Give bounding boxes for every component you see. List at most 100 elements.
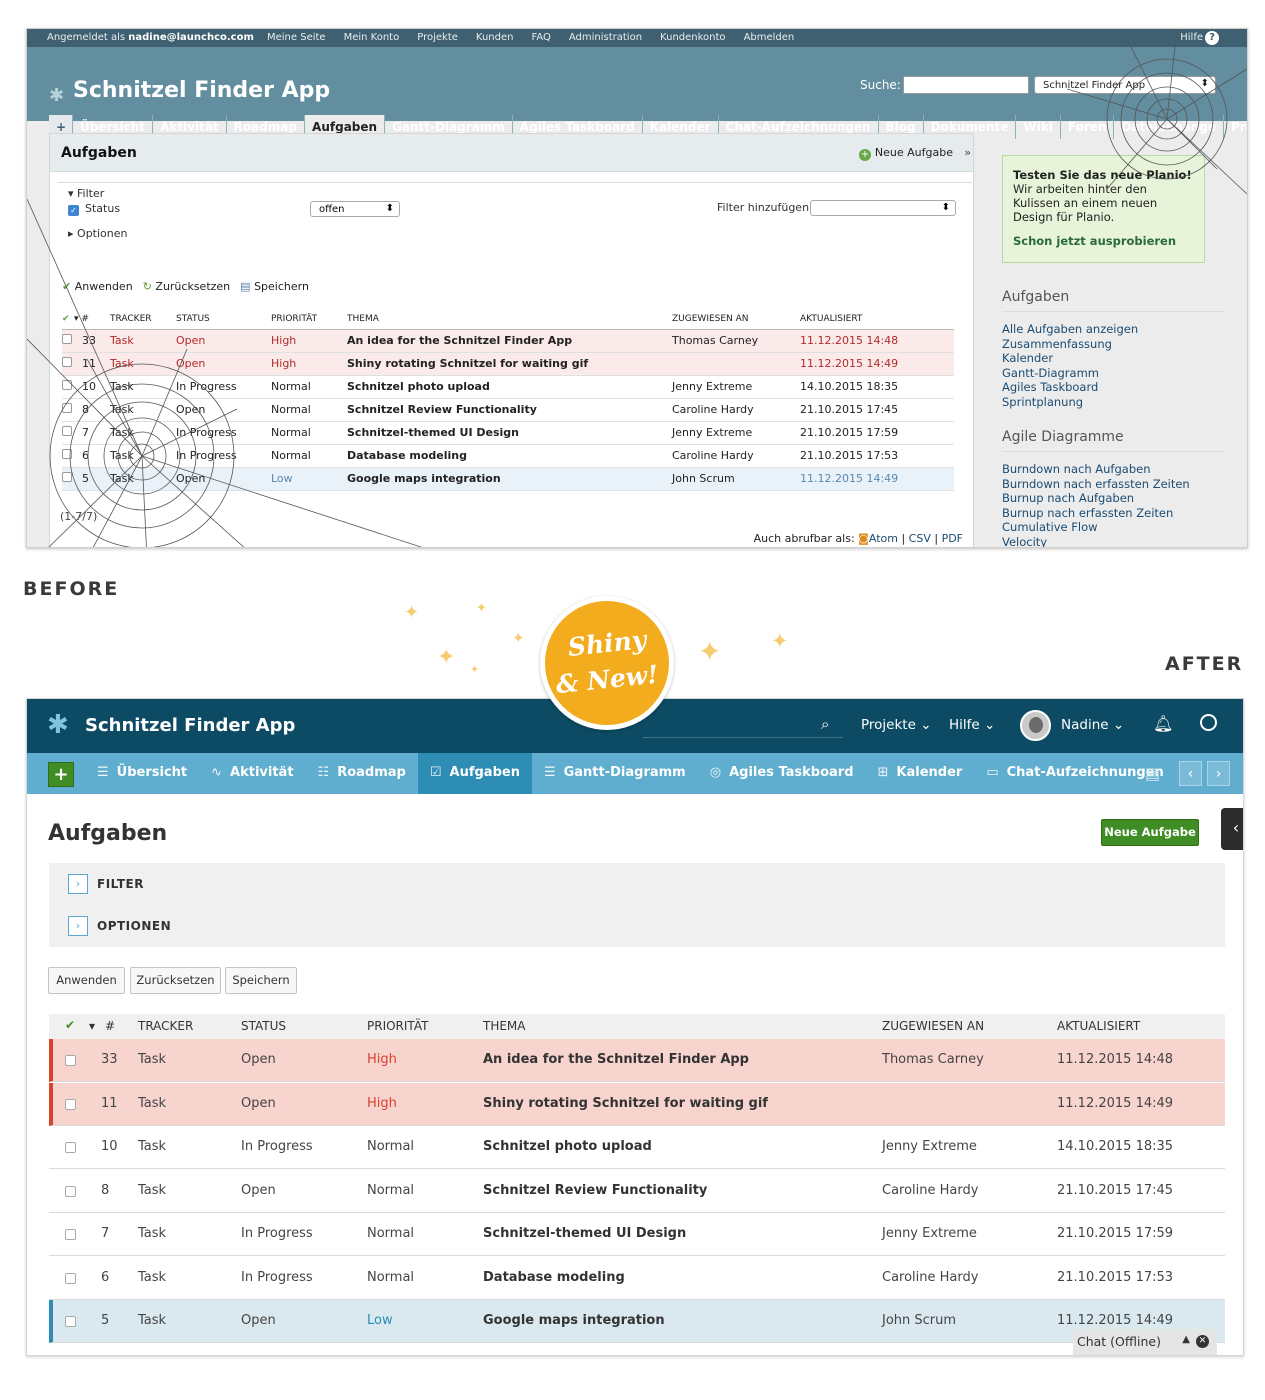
new-help-menu[interactable]: Hilfe ⌄: [949, 717, 996, 733]
new-col-id[interactable]: #: [105, 1019, 116, 1033]
new-tab[interactable]: ☑ Aufgaben: [417, 753, 532, 794]
checkbox-icon[interactable]: [65, 1229, 76, 1240]
old-tab[interactable]: Foren: [1061, 115, 1115, 139]
old-col-id[interactable]: ▾ #: [74, 309, 110, 330]
avatar[interactable]: [1020, 710, 1051, 741]
new-task-button[interactable]: Neue Aufgabe: [1101, 819, 1199, 846]
table-row[interactable]: 8 Task Open Normal Schnitzel Review Function…: [62, 398, 954, 422]
row-subject[interactable]: Schnitzel photo upload: [347, 375, 672, 399]
old-side-link[interactable]: Burnup nach erfassten Zeiten: [1002, 505, 1174, 520]
old-tab[interactable]: Aktivität: [153, 115, 227, 139]
old-options-toggle[interactable]: ▸ Optionen: [68, 227, 128, 240]
old-tab[interactable]: Chat-Aufzeichnungen: [719, 115, 879, 139]
table-row[interactable]: 6 Task In Progress Normal Database modeling C…: [49, 1257, 1225, 1300]
chevron-right-icon[interactable]: ›: [68, 916, 88, 936]
row-subject[interactable]: Database modeling: [483, 1269, 625, 1285]
checkbox-icon[interactable]: [65, 1185, 76, 1197]
old-top-menu-item[interactable]: Projekte: [417, 32, 458, 43]
old-col-assignee[interactable]: ZUGEWIESEN AN: [672, 309, 800, 330]
old-top-menu-item[interactable]: FAQ: [531, 32, 551, 43]
row-subject[interactable]: Shiny rotating Schnitzel for waiting gif: [483, 1095, 768, 1111]
old-save-link[interactable]: ▤ Speichern: [240, 280, 309, 293]
old-search-input[interactable]: [903, 76, 1029, 94]
row-id[interactable]: 7: [74, 421, 110, 445]
row-subject[interactable]: Schnitzel photo upload: [483, 1139, 652, 1154]
table-row[interactable]: 5 Task Open Low Google maps integration John …: [49, 1300, 1225, 1343]
old-promo-link[interactable]: Schon jetzt ausprobieren: [1013, 234, 1177, 248]
old-new-task-link[interactable]: + Neue Aufgabe: [858, 146, 953, 161]
row-checkbox[interactable]: [62, 375, 74, 399]
old-tab[interactable]: Kalender: [643, 115, 719, 139]
old-filter-toggle[interactable]: ▾ Filter: [68, 187, 105, 200]
old-tab[interactable]: Blog: [879, 115, 924, 139]
help-icon[interactable]: ?: [1205, 31, 1219, 45]
old-status-select[interactable]: offen ⬍: [310, 201, 400, 217]
old-col-subject[interactable]: THEMA: [347, 309, 672, 330]
checkbox-icon[interactable]: [65, 1142, 76, 1153]
tabs-scroll-right-icon[interactable]: ›: [1207, 761, 1230, 786]
old-tab[interactable]: Übersicht: [73, 115, 154, 139]
old-side-link[interactable]: Burndown nach Aufgaben: [1002, 462, 1151, 476]
row-checkbox[interactable]: [62, 398, 74, 422]
old-export-pdf[interactable]: PDF: [941, 532, 963, 545]
checkbox-icon[interactable]: [62, 449, 72, 459]
old-side-link[interactable]: Gantt-Diagramm: [1002, 365, 1099, 380]
old-side-link[interactable]: Sprintplanung: [1002, 394, 1084, 409]
sidebar-toggle-icon[interactable]: ‹: [1221, 808, 1243, 850]
old-side-link[interactable]: Burndown nach erfassten Zeiten: [1002, 476, 1190, 491]
old-col-priority[interactable]: PRIORITÄT: [271, 309, 347, 330]
row-id[interactable]: 10: [74, 375, 110, 399]
tabs-scroll-left-icon[interactable]: ‹: [1179, 761, 1202, 786]
document-icon[interactable]: ▤: [1145, 764, 1161, 783]
row-subject[interactable]: Schnitzel-themed UI Design: [347, 421, 672, 445]
old-tab[interactable]: Gantt-Diagramm: [385, 115, 513, 139]
new-tab[interactable]: ∿ Aktivität: [199, 753, 305, 794]
old-side-link[interactable]: Agiles Taskboard: [1002, 380, 1099, 394]
new-tab[interactable]: ⊞ Kalender: [866, 753, 975, 794]
old-reset-link[interactable]: ↻ Zurücksetzen: [142, 280, 231, 293]
old-top-menu-item[interactable]: Abmelden: [743, 32, 795, 43]
search-icon[interactable]: ⌕: [821, 715, 830, 733]
checkbox-icon[interactable]: [65, 1055, 76, 1066]
new-tab[interactable]: ◎ Agiles Taskboard: [698, 753, 866, 794]
checkbox-icon[interactable]: [65, 1098, 76, 1110]
chat-expand-icon[interactable]: ▲: [1182, 1334, 1190, 1345]
old-side-link[interactable]: Cumulative Flow: [1002, 520, 1098, 534]
checkbox-icon[interactable]: [62, 334, 72, 344]
row-subject[interactable]: An idea for the Schnitzel Finder App: [347, 329, 672, 353]
new-col-subject[interactable]: THEMA: [483, 1019, 526, 1033]
planio-logo-icon[interactable]: ✱: [47, 710, 69, 740]
new-tab[interactable]: ▭ Chat-Aufzeichnungen: [974, 753, 1175, 794]
row-subject[interactable]: Google maps integration: [347, 467, 672, 491]
table-row[interactable]: 8 Task Open Normal Schnitzel Review Function…: [49, 1170, 1225, 1213]
new-options-panel[interactable]: › OPTIONEN: [49, 905, 1225, 947]
checkbox-icon[interactable]: [65, 1272, 76, 1284]
checkbox-icon[interactable]: [62, 472, 72, 482]
new-user-menu[interactable]: Nadine ⌄: [1061, 717, 1125, 733]
old-tab[interactable]: Agiles Taskboard: [513, 115, 643, 139]
old-top-menu-item[interactable]: Meine Seite: [267, 32, 326, 43]
old-export-csv[interactable]: CSV: [908, 532, 931, 545]
old-help-link[interactable]: Hilfe: [1180, 32, 1203, 43]
old-side-link[interactable]: Burnup nach Aufgaben: [1002, 491, 1135, 505]
table-row[interactable]: 5 Task Open Low Google maps integration John …: [62, 467, 954, 491]
table-row[interactable]: 10 Task In Progress Normal Schnitzel photo u…: [49, 1126, 1225, 1169]
reset-button[interactable]: Zurücksetzen: [130, 967, 221, 994]
row-id[interactable]: 8: [74, 398, 110, 422]
row-checkbox[interactable]: [62, 352, 74, 376]
table-row[interactable]: 11 Task Open High Shiny rotating Schnitzel f…: [49, 1082, 1225, 1126]
row-subject[interactable]: Schnitzel Review Functionality: [347, 398, 672, 422]
select-all-check-icon[interactable]: ✔: [65, 1018, 76, 1032]
new-col-priority[interactable]: PRIORITÄT: [367, 1019, 429, 1033]
checkbox-icon[interactable]: [62, 426, 72, 436]
bell-icon[interactable]: 🔔︎: [1153, 714, 1174, 733]
checkbox-icon[interactable]: [62, 357, 72, 367]
row-subject[interactable]: Schnitzel Review Functionality: [483, 1182, 708, 1198]
old-sidebar-toggle[interactable]: »: [964, 146, 971, 159]
new-col-tracker[interactable]: TRACKER: [138, 1019, 194, 1033]
table-row[interactable]: 33 Task Open High An idea for the Schnitzel …: [62, 329, 954, 353]
new-col-updated[interactable]: AKTUALISIERT: [1057, 1019, 1141, 1033]
old-tab[interactable]: Dateianhänge: [1114, 115, 1225, 139]
old-col-status[interactable]: STATUS: [176, 309, 271, 330]
row-subject[interactable]: An idea for the Schnitzel Finder App: [483, 1052, 749, 1067]
